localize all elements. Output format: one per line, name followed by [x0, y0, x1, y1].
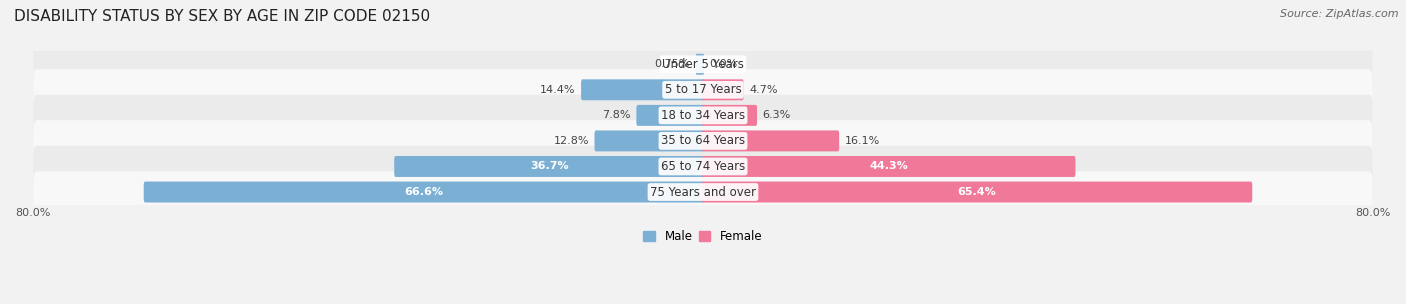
Text: 75 Years and over: 75 Years and over [650, 185, 756, 199]
Text: 16.1%: 16.1% [845, 136, 880, 146]
FancyBboxPatch shape [34, 43, 1372, 85]
Text: 66.6%: 66.6% [405, 187, 443, 197]
FancyBboxPatch shape [34, 171, 1372, 213]
FancyBboxPatch shape [702, 156, 1076, 177]
FancyBboxPatch shape [702, 130, 839, 151]
Text: 14.4%: 14.4% [540, 85, 575, 95]
FancyBboxPatch shape [143, 181, 704, 202]
Text: DISABILITY STATUS BY SEX BY AGE IN ZIP CODE 02150: DISABILITY STATUS BY SEX BY AGE IN ZIP C… [14, 9, 430, 24]
FancyBboxPatch shape [702, 181, 1253, 202]
FancyBboxPatch shape [34, 95, 1372, 136]
FancyBboxPatch shape [696, 54, 704, 75]
Text: 65 to 74 Years: 65 to 74 Years [661, 160, 745, 173]
FancyBboxPatch shape [34, 120, 1372, 162]
Text: 7.8%: 7.8% [602, 110, 631, 120]
FancyBboxPatch shape [702, 79, 744, 100]
FancyBboxPatch shape [394, 156, 704, 177]
FancyBboxPatch shape [34, 146, 1372, 187]
Text: 12.8%: 12.8% [554, 136, 589, 146]
Text: 65.4%: 65.4% [957, 187, 997, 197]
FancyBboxPatch shape [702, 105, 756, 126]
Text: 35 to 64 Years: 35 to 64 Years [661, 134, 745, 147]
Text: 44.3%: 44.3% [869, 161, 908, 171]
FancyBboxPatch shape [581, 79, 704, 100]
Text: 18 to 34 Years: 18 to 34 Years [661, 109, 745, 122]
Text: 0.0%: 0.0% [710, 59, 738, 69]
Text: 6.3%: 6.3% [762, 110, 790, 120]
Text: Under 5 Years: Under 5 Years [662, 58, 744, 71]
FancyBboxPatch shape [595, 130, 704, 151]
Text: 5 to 17 Years: 5 to 17 Years [665, 83, 741, 96]
Text: 36.7%: 36.7% [530, 161, 568, 171]
FancyBboxPatch shape [637, 105, 704, 126]
Text: 4.7%: 4.7% [749, 85, 778, 95]
FancyBboxPatch shape [34, 69, 1372, 111]
Text: Source: ZipAtlas.com: Source: ZipAtlas.com [1281, 9, 1399, 19]
Text: 0.75%: 0.75% [655, 59, 690, 69]
Legend: Male, Female: Male, Female [638, 226, 768, 248]
